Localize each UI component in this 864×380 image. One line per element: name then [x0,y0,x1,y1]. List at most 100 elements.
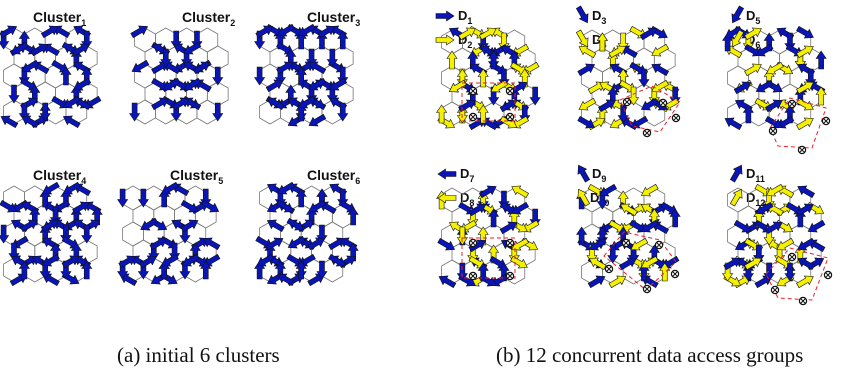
edge-arrow [588,237,607,251]
edge-arrow [277,23,296,37]
access-node-cross [656,242,662,248]
edge-arrow [815,86,827,106]
access-node-cross [624,99,630,105]
svg-text:D11: D11 [746,166,765,184]
edge-arrow [797,185,816,199]
hex-cell [206,81,229,107]
hex-cell [482,223,505,249]
edge-arrow [298,95,316,109]
access-node-cross [660,100,666,106]
cluster-6-grid [254,181,359,287]
edge-arrow [295,66,307,86]
edge-arrow [265,237,284,251]
edge-arrow [796,275,814,289]
group-grid-3 [722,25,827,131]
edge-arrow [347,206,359,226]
edge-arrow [118,255,137,269]
group-outline-6 [765,247,829,301]
edge-arrow [151,97,169,111]
edge-arrow [0,224,10,244]
edge-arrow [81,224,93,244]
hex-cell [122,221,144,247]
access-node-cross [623,240,629,246]
edge-arrow [276,61,294,75]
edge-arrow [651,63,670,77]
edge-arrow [638,68,650,88]
edge-arrow [488,208,500,228]
edge-arrow [755,201,774,215]
access-node-cross [507,114,513,120]
edge-arrow [212,66,224,86]
edge-arrow [8,84,20,104]
edge-arrow [766,61,784,75]
edge-arrow [73,77,92,91]
edge-arrow [276,199,294,213]
edge-arrow [62,181,81,195]
edge-arrow [468,203,487,217]
edge-arrow [266,219,285,233]
edge-arrow [160,48,172,68]
access-node-cross [507,240,513,246]
edge-arrow [40,219,59,233]
edge-arrow [201,199,220,213]
legend-arrow-d9 [577,164,591,183]
access-node-cross [800,298,806,304]
edge-arrow [639,27,658,41]
edge-arrow [796,45,814,59]
edge-arrow [607,244,619,264]
access-node-cross [789,101,795,107]
edge-arrow [578,45,597,59]
edge-arrow [317,25,336,39]
edge-arrow [578,97,597,111]
edge-arrow [617,104,629,124]
edge-arrow [256,253,275,267]
edge-arrow [329,77,348,91]
group-d5-label: D5 [746,8,760,26]
edge-arrow [255,25,274,39]
legend-arrow-d4 [575,29,589,48]
cluster-3-title: Cluster3 [307,9,360,28]
edge-arrow [30,43,49,57]
edge-arrow [796,117,814,131]
edge-arrow [161,253,179,267]
legend-arrow-d6 [731,29,745,48]
edge-arrow [815,50,827,70]
edge-arrow [0,25,18,39]
edge-arrow [598,99,616,113]
edge-arrow [20,219,38,233]
figure-canvas: Cluster1 Cluster2 Cluster3 Cluster4 Clus… [0,5,833,306]
svg-text:D8: D8 [460,190,474,208]
edge-arrow [797,257,816,271]
edge-arrow [608,45,627,59]
access-node-cross [507,88,513,94]
edge-arrow [10,41,29,55]
svg-text:Cluster1: Cluster1 [33,9,86,28]
edge-arrow [181,253,200,267]
edge-arrow [149,237,168,251]
access-node-cross [789,254,795,260]
edge-arrow [640,255,659,269]
edge-arrow [456,262,468,282]
edge-arrow [436,104,448,124]
edge-arrow [733,219,752,233]
edge-arrow [337,102,349,122]
caption-b: (b) 12 concurrent data access groups [496,343,804,367]
edge-arrow [510,255,528,269]
edge-arrow [295,260,307,280]
group-outline-3 [769,97,827,149]
group-outline-2 [619,85,681,133]
edge-arrow [511,237,530,251]
edge-arrow [468,239,487,253]
edge-arrow [39,102,51,122]
edge-arrow [254,66,266,86]
edge-arrow [308,61,327,75]
svg-text:Cluster2: Cluster2 [182,9,235,28]
svg-text:D5: D5 [746,8,760,26]
edge-arrow [446,50,458,70]
edge-arrow [587,275,606,289]
edge-arrow [755,79,774,93]
edge-arrow [588,257,607,271]
edge-arrow [180,219,199,233]
edge-arrow [510,81,528,95]
access-node-cross [772,287,778,293]
